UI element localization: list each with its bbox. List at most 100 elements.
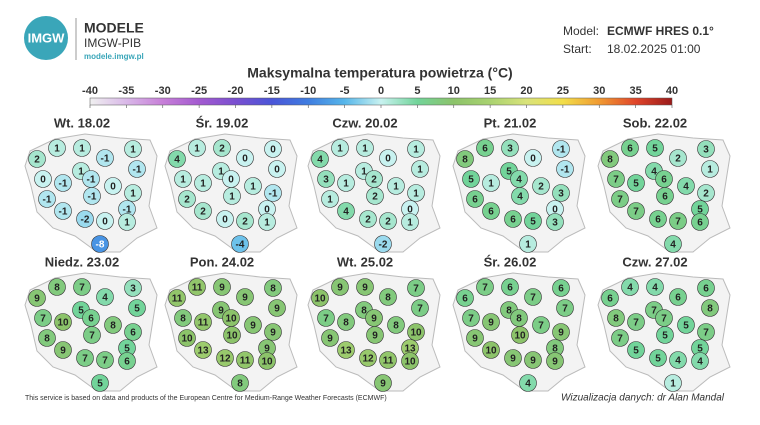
station-value: 1 — [250, 182, 256, 193]
station-marker — [511, 326, 529, 344]
station-marker — [374, 235, 392, 253]
station-value: -1 — [43, 195, 52, 206]
station-value: 3 — [558, 189, 564, 200]
station-marker — [601, 150, 619, 168]
station-marker — [627, 202, 645, 220]
station-value: 4 — [683, 182, 689, 193]
station-value: 1 — [488, 179, 494, 190]
station-value: 1 — [343, 179, 349, 190]
station-marker — [374, 374, 392, 392]
station-marker — [96, 149, 114, 167]
station-marker — [231, 235, 249, 253]
station-marker — [311, 150, 329, 168]
station-marker — [501, 278, 519, 296]
station-marker — [38, 329, 56, 347]
station-value: 1 — [327, 195, 333, 206]
station-value: 7 — [530, 293, 536, 304]
station-value: 5 — [134, 304, 140, 315]
station-marker — [124, 184, 142, 202]
station-marker — [546, 213, 564, 231]
station-value: 5 — [97, 379, 103, 390]
station-marker — [701, 299, 719, 317]
station-value: 8 — [385, 293, 391, 304]
station-value: 0 — [274, 165, 280, 176]
station-value: 2 — [200, 207, 206, 218]
station-value: 1 — [413, 189, 419, 200]
station-value: 0 — [385, 154, 391, 165]
station-marker — [236, 149, 254, 167]
station-value: -1 — [101, 154, 110, 165]
station-value: 6 — [627, 144, 633, 155]
station-marker — [194, 174, 212, 192]
station-value: 7 — [613, 175, 619, 186]
station-marker — [359, 210, 377, 228]
station-marker — [258, 213, 276, 231]
station-value: 9 — [327, 334, 333, 345]
colorbar-tick-label: -15 — [264, 85, 280, 97]
colorbar-tick-label: 0 — [378, 85, 384, 97]
station-value: 6 — [130, 328, 136, 339]
station-value: 3 — [552, 218, 558, 229]
station-value: 6 — [488, 207, 494, 218]
station-marker — [504, 210, 522, 228]
logo-text: IMGW — [28, 30, 66, 45]
station-marker — [524, 212, 542, 230]
station-value: 10 — [314, 294, 326, 305]
station-marker — [646, 139, 664, 157]
model-value: ECMWF HRES 0.1° — [607, 24, 714, 38]
station-value: 4 — [627, 283, 633, 294]
station-value: 5 — [468, 175, 474, 186]
station-marker — [607, 309, 625, 327]
station-value: 8 — [516, 314, 522, 325]
station-marker — [456, 289, 474, 307]
station-value: 4 — [317, 155, 323, 166]
station-value: -1 — [123, 205, 132, 216]
station-marker — [124, 279, 142, 297]
station-value: 1 — [264, 218, 270, 229]
station-value: 5 — [662, 331, 668, 342]
colorbar-tick-label: -35 — [118, 85, 134, 97]
station-value: 7 — [79, 283, 85, 294]
station-value: 8 — [613, 314, 619, 325]
station-marker — [621, 139, 639, 157]
station-value: 1 — [79, 144, 85, 155]
station-marker — [124, 140, 142, 158]
station-marker — [321, 329, 339, 347]
station-value: 1 — [229, 192, 235, 203]
station-value: -1 — [88, 192, 97, 203]
station-value: 6 — [472, 195, 478, 206]
start-value: 18.02.2025 01:00 — [607, 42, 701, 56]
station-value: 9 — [558, 328, 564, 339]
station-marker — [236, 212, 254, 230]
station-value: 8 — [343, 318, 349, 329]
station-marker — [524, 149, 542, 167]
station-value: 9 — [270, 328, 276, 339]
station-marker — [627, 341, 645, 359]
station-value: 6 — [88, 314, 94, 325]
station-value: 7 — [413, 284, 419, 295]
station-marker — [264, 184, 282, 202]
station-value: 0 — [40, 175, 46, 186]
station-marker — [466, 329, 484, 347]
station-value: 1 — [707, 165, 713, 176]
station-value: 9 — [380, 379, 386, 390]
station-marker — [524, 351, 542, 369]
station-value: 8 — [237, 379, 243, 390]
station-marker — [387, 316, 405, 334]
map-title: Czw. 20.02 — [332, 115, 397, 130]
station-value: 6 — [482, 144, 488, 155]
station-marker — [379, 351, 397, 369]
station-marker — [462, 170, 480, 188]
station-marker — [128, 160, 146, 178]
station-marker — [104, 316, 122, 334]
station-value: 5 — [124, 344, 130, 355]
station-value: 7 — [675, 217, 681, 228]
station-value: 7 — [633, 207, 639, 218]
station-marker — [482, 202, 500, 220]
station-value: 3 — [323, 175, 329, 186]
map-title: Wt. 25.02 — [337, 254, 393, 269]
station-value: 2 — [219, 144, 225, 155]
station-value: 11 — [240, 356, 251, 367]
station-value: 9 — [274, 304, 280, 315]
station-marker — [317, 309, 335, 327]
